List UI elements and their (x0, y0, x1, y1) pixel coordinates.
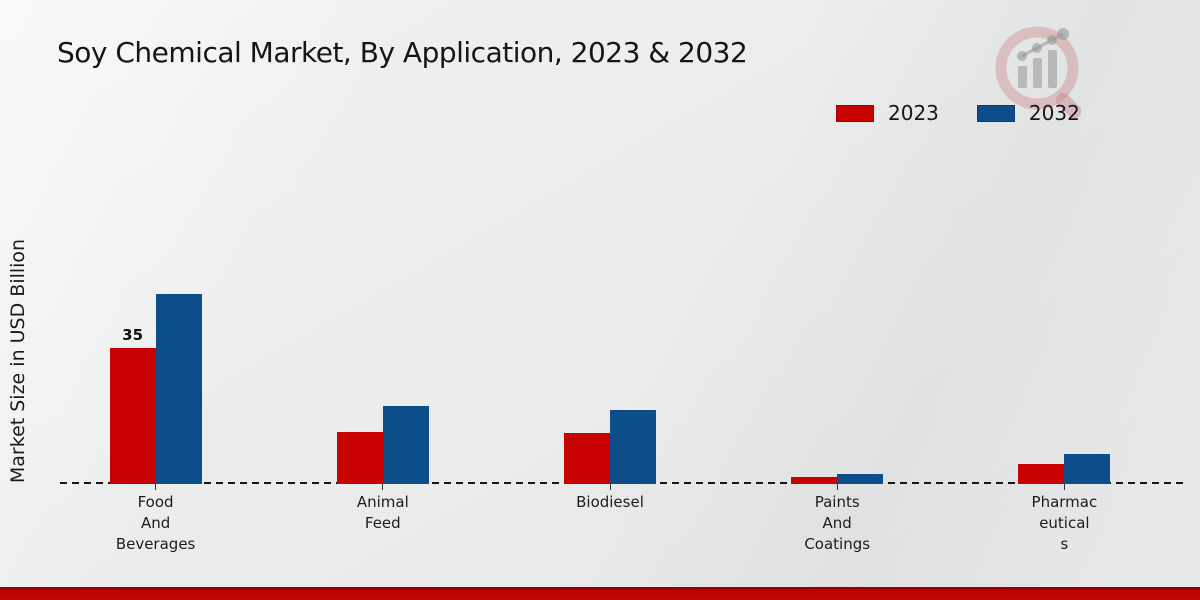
footer-red-bar (0, 587, 1200, 600)
x-axis-label-line: s (1060, 535, 1069, 553)
x-axis-label-line: Biodiesel (576, 493, 644, 511)
bar-2023-pharmaceuticals (1018, 464, 1065, 484)
x-axis-label-line: Pharmac (1031, 493, 1098, 511)
x-axis-label-line: Food (137, 493, 174, 511)
x-axis-label-line: eutical (1039, 514, 1090, 532)
bar-2023-animal-feed (336, 432, 383, 484)
x-axis-label-line: Beverages (115, 535, 196, 553)
x-axis-label-line: Animal (356, 493, 409, 511)
bar-2032-biodiesel (610, 410, 656, 484)
bar-2023-food-and-beverages (109, 348, 156, 484)
magnifier-bar-chart-logo-icon (985, 22, 1095, 122)
bar-2032-food-and-beverages (155, 294, 202, 484)
x-axis-label-line: Feed (364, 514, 401, 532)
x-axis-label-line: And (822, 514, 852, 532)
x-axis-tick-biodiesel (609, 484, 611, 490)
x-axis-label-pharmaceuticals: Pharmac eutical s (979, 492, 1149, 555)
x-axis-label-paints-and-coatings: Paints And Coatings (752, 492, 922, 555)
legend-swatch-2023 (836, 104, 874, 122)
legend: 2023 2032 (836, 101, 1104, 125)
x-axis-label-biodiesel: Biodiesel (525, 492, 695, 513)
x-axis-tick-animal-feed (382, 484, 384, 490)
legend-swatch-2032 (976, 104, 1015, 122)
x-axis-label-line: Coatings (804, 535, 871, 553)
bar-2032-pharmaceuticals (1064, 454, 1111, 484)
x-axis-label-line: Paints (814, 493, 860, 511)
chart-title: Soy Chemical Market, By Application, 202… (57, 36, 748, 69)
bar-2023-biodiesel (564, 433, 610, 484)
x-axis-label-food-and-beverages: Food And Beverages (71, 492, 241, 555)
x-axis-tick-pharmaceuticals (1063, 484, 1065, 490)
legend-label-2032: 2032 (1028, 101, 1080, 125)
legend-label-2023: 2023 (888, 101, 939, 125)
x-axis-tick-food-and-beverages (155, 484, 157, 490)
bar-2032-paints-and-coatings (837, 474, 884, 484)
bar-2023-paints-and-coatings (791, 477, 838, 484)
x-axis-tick-paints-and-coatings (836, 484, 838, 490)
x-axis-label-line: And (140, 514, 171, 532)
x-axis-label-animal-feed: Animal Feed (298, 492, 468, 534)
bar-2032-animal-feed (382, 406, 429, 484)
bar-value-label: 35 (122, 326, 144, 344)
